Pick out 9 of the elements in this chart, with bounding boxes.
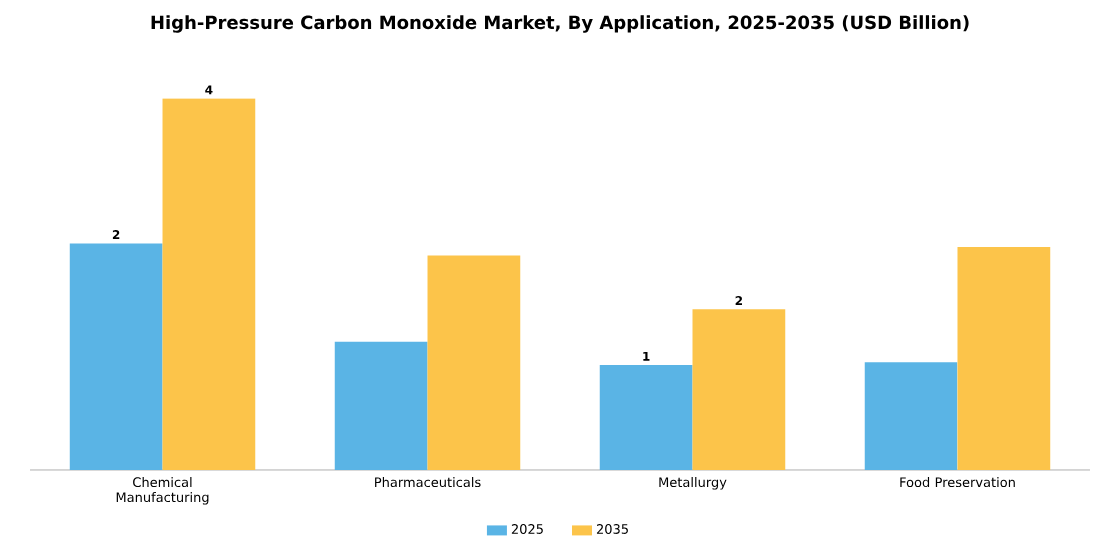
bar bbox=[599, 365, 693, 470]
bar bbox=[69, 243, 163, 470]
bar bbox=[692, 309, 786, 470]
bar bbox=[162, 98, 256, 470]
bar bbox=[334, 341, 428, 470]
chart-title: High-Pressure Carbon Monoxide Market, By Application, 2025-2035 (USD Billion) bbox=[151, 15, 969, 33]
bar bbox=[427, 255, 521, 470]
bar bbox=[957, 247, 1051, 470]
bar bbox=[864, 362, 958, 470]
